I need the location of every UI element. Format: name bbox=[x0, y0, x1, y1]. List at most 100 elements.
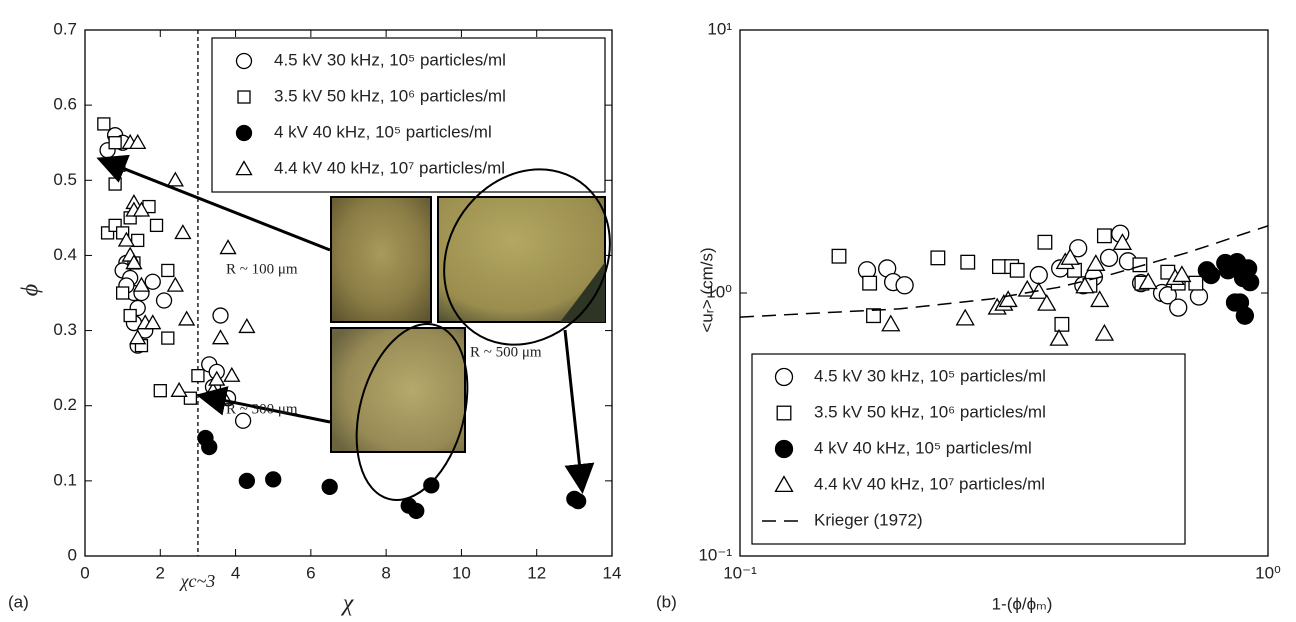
marker-triangle bbox=[168, 278, 183, 291]
figure: 0246810121400.10.20.30.40.50.60.7(a)χϕχc… bbox=[0, 0, 1296, 622]
marker-square bbox=[863, 276, 877, 290]
marker-circle bbox=[776, 369, 793, 386]
marker-square bbox=[777, 406, 791, 420]
marker-square bbox=[1098, 229, 1112, 243]
x-tick-label: 2 bbox=[156, 563, 165, 582]
legend-label: 4 kV 40 kHz, 10⁵ particles/ml bbox=[274, 122, 492, 141]
marker-filled-circle bbox=[1236, 307, 1253, 324]
size-annotation: R ~ 300 μm bbox=[226, 401, 298, 417]
y-tick-label: 0 bbox=[68, 545, 77, 564]
arrow bbox=[565, 330, 582, 488]
marker-square bbox=[1038, 235, 1052, 249]
panel-label: (a) bbox=[8, 592, 29, 611]
marker-circle bbox=[1170, 299, 1187, 316]
marker-triangle bbox=[1091, 292, 1108, 307]
y-tick-label: 0.2 bbox=[53, 395, 77, 414]
x-tick-label: 12 bbox=[527, 563, 546, 582]
marker-circle bbox=[237, 54, 252, 69]
marker-circle bbox=[1101, 249, 1118, 266]
marker-filled-circle bbox=[322, 479, 337, 494]
marker-circle bbox=[1030, 267, 1047, 284]
y-tick-label: 0.5 bbox=[53, 170, 77, 189]
marker-triangle bbox=[957, 310, 974, 325]
legend-label: 4.4 kV 40 kHz, 10⁷ particles/ml bbox=[814, 474, 1045, 493]
marker-filled-circle bbox=[239, 473, 254, 488]
x-axis-label: 1-(ϕ/ϕₘ) bbox=[992, 594, 1053, 613]
marker-square bbox=[993, 260, 1007, 274]
marker-filled-circle bbox=[266, 472, 281, 487]
size-annotation: R ~ 500 μm bbox=[470, 344, 542, 360]
marker-triangle bbox=[221, 240, 236, 253]
marker-triangle bbox=[213, 331, 228, 344]
y-axis-label: <uᵣ> (cm/s) bbox=[697, 247, 716, 332]
y-tick-label: 0.6 bbox=[53, 95, 77, 114]
marker-square bbox=[117, 287, 129, 299]
y-tick-label: 10¹ bbox=[707, 19, 732, 38]
marker-square bbox=[151, 219, 163, 231]
marker-triangle bbox=[168, 173, 183, 186]
legend: 4.5 kV 30 kHz, 10⁵ particles/ml 3.5 kV 50… bbox=[752, 354, 1185, 544]
marker-filled-circle bbox=[1242, 274, 1259, 291]
marker-triangle bbox=[239, 319, 254, 332]
marker-triangle bbox=[1051, 330, 1068, 345]
marker-triangle bbox=[175, 225, 190, 238]
marker-filled-circle bbox=[424, 478, 439, 493]
x-tick-label: 6 bbox=[306, 563, 315, 582]
marker-square bbox=[1055, 318, 1069, 332]
marker-square bbox=[154, 385, 166, 397]
legend-label: Krieger (1972) bbox=[814, 510, 923, 529]
marker-circle bbox=[213, 308, 228, 323]
marker-triangle bbox=[224, 368, 239, 381]
x-axis-label: χ bbox=[341, 591, 355, 617]
y-tick-label: 10⁻¹ bbox=[698, 545, 732, 564]
marker-square bbox=[1010, 263, 1024, 277]
x-tick-label: 0 bbox=[80, 563, 89, 582]
marker-square bbox=[109, 178, 121, 190]
x-tick-label: 10⁰ bbox=[1255, 563, 1281, 582]
marker-square bbox=[192, 370, 204, 382]
marker-square bbox=[184, 392, 196, 404]
y-tick-label: 0.3 bbox=[53, 320, 77, 339]
marker-triangle bbox=[179, 312, 194, 325]
x-tick-label: 10⁻¹ bbox=[723, 563, 757, 582]
marker-square bbox=[931, 251, 945, 265]
marker-square bbox=[238, 91, 250, 103]
x-tick-label: 10 bbox=[452, 563, 471, 582]
legend-label: 4 kV 40 kHz, 10⁵ particles/ml bbox=[814, 438, 1032, 457]
marker-square bbox=[109, 137, 121, 149]
threshold-label: χc~3 bbox=[179, 571, 216, 591]
data-layer bbox=[740, 225, 1268, 345]
marker-triangle bbox=[1096, 325, 1113, 340]
legend-label: 3.5 kV 50 kHz, 10⁶ particles/ml bbox=[814, 402, 1046, 421]
micrograph bbox=[331, 328, 465, 452]
marker-square bbox=[961, 255, 975, 269]
marker-square bbox=[832, 249, 846, 263]
marker-filled-circle bbox=[571, 494, 586, 509]
x-tick-label: 14 bbox=[603, 563, 622, 582]
y-tick-label: 0.1 bbox=[53, 470, 77, 489]
marker-filled-circle bbox=[409, 503, 424, 518]
legend-label: 4.5 kV 30 kHz, 10⁵ particles/ml bbox=[274, 50, 506, 69]
legend-label: 4.5 kV 30 kHz, 10⁵ particles/ml bbox=[814, 366, 1046, 385]
marker-triangle bbox=[172, 383, 187, 396]
marker-square bbox=[162, 264, 174, 276]
marker-filled-circle bbox=[1203, 267, 1220, 284]
marker-square bbox=[124, 310, 136, 322]
marker-filled-circle bbox=[237, 126, 252, 141]
micrograph bbox=[331, 197, 431, 322]
legend-label: 3.5 kV 50 kHz, 10⁶ particles/ml bbox=[274, 86, 506, 105]
marker-square bbox=[98, 118, 110, 130]
marker-circle bbox=[896, 277, 913, 294]
marker-square bbox=[162, 332, 174, 344]
panel-label: (b) bbox=[656, 592, 677, 611]
legend-label: 4.4 kV 40 kHz, 10⁷ particles/ml bbox=[274, 158, 505, 177]
x-tick-label: 8 bbox=[381, 563, 390, 582]
marker-triangle bbox=[882, 316, 899, 331]
marker-circle bbox=[157, 293, 172, 308]
marker-square bbox=[1189, 276, 1203, 290]
y-tick-label: 0.4 bbox=[53, 245, 77, 264]
marker-filled-circle bbox=[776, 441, 793, 458]
x-tick-label: 4 bbox=[231, 563, 240, 582]
size-annotation: R ~ 100 μm bbox=[226, 261, 298, 277]
y-axis-label: ϕ bbox=[18, 284, 44, 296]
